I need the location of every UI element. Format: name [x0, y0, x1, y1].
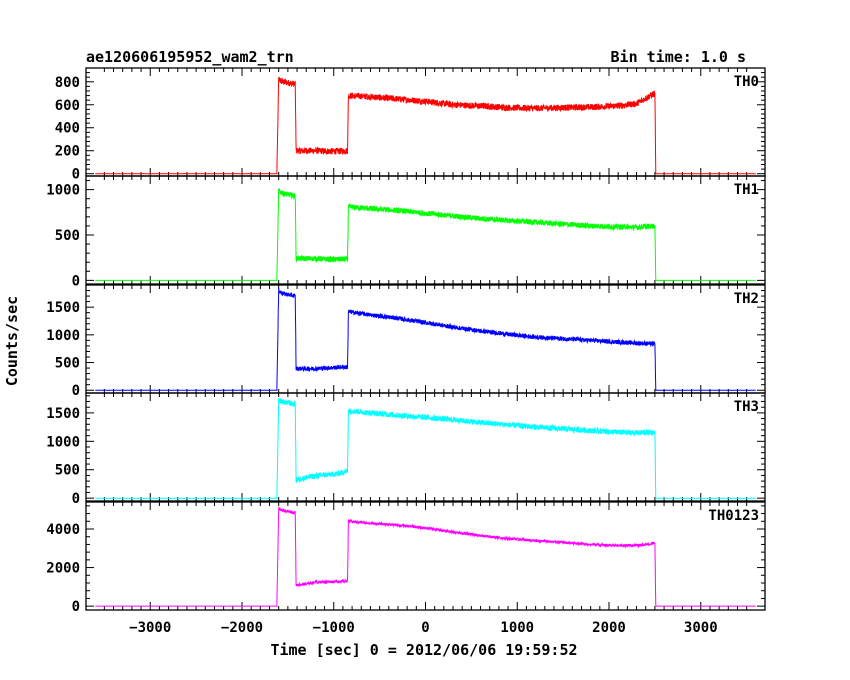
panel-name-label: TH2 — [734, 291, 759, 307]
panel-th1: 0 500 1000 TH1 — [46, 175, 766, 289]
x-tick-label: 0 — [421, 620, 429, 636]
y-tick-label: 600 — [55, 98, 80, 114]
panel-name-label: TH0 — [734, 74, 759, 90]
y-tick-label: 1000 — [46, 434, 80, 450]
x-tick-label: −3000 — [129, 620, 171, 636]
panel-th0: 0 200 400 600 800 TH0 — [55, 67, 766, 183]
x-tick-label: −2000 — [221, 620, 263, 636]
panel-th0123: 0 2000 4000 TH0123 −3000 −2000 −1000 0 1000 2000 3… — [46, 501, 766, 636]
y-tick-label: 1000 — [46, 183, 80, 199]
panel-th3: 0 500 1000 1500 TH3 — [46, 392, 766, 507]
y-tick-label: 1500 — [46, 406, 80, 422]
panel-name-label: TH0123 — [708, 508, 759, 524]
y-tick-label: 4000 — [46, 522, 80, 538]
series-line-th1 — [95, 188, 756, 281]
y-axis-label: Counts/sec — [3, 296, 21, 386]
x-axis-label: Time [sec] 0 = 2012/06/06 19:59:52 — [270, 641, 577, 659]
x-tick-label: 2000 — [592, 620, 626, 636]
x-tick-label: −1000 — [313, 620, 355, 636]
y-tick-label: 400 — [55, 121, 80, 137]
y-tick-label: 800 — [55, 75, 80, 91]
y-tick-label: 0 — [72, 167, 80, 183]
chart-title-left: ae120606195952_wam2_trn — [86, 48, 294, 66]
y-tick-label: 0 — [72, 383, 80, 399]
panel-frame — [85, 501, 766, 611]
y-tick-label: 1000 — [46, 328, 80, 344]
y-tick-label: 1500 — [46, 300, 80, 316]
series-line-th0123 — [95, 506, 756, 607]
x-tick-label: 1000 — [500, 620, 534, 636]
panel-name-label: TH3 — [734, 399, 759, 415]
panels-group: 0 200 400 600 800 TH0 0 500 1000 TH1 0 500 1000 1500 T… — [46, 67, 766, 636]
panel-frame — [85, 175, 766, 285]
y-tick-label: 200 — [55, 144, 80, 160]
series-line-th0 — [95, 76, 756, 175]
panel-name-label: TH1 — [734, 182, 759, 198]
series-line-th3 — [95, 397, 756, 499]
series-line-th2 — [95, 288, 756, 391]
y-tick-label: 500 — [55, 228, 80, 244]
panel-th2: 0 500 1000 1500 TH2 — [46, 284, 766, 399]
y-tick-label: 2000 — [46, 561, 80, 577]
panel-frame — [85, 284, 766, 394]
y-tick-label: 500 — [55, 356, 80, 372]
y-tick-label: 0 — [72, 491, 80, 507]
y-tick-label: 500 — [55, 463, 80, 479]
panel-frame — [85, 67, 766, 177]
y-tick-label: 0 — [72, 599, 80, 615]
y-tick-label: 0 — [72, 273, 80, 289]
x-tick-label: 3000 — [684, 620, 718, 636]
chart-title-right: Bin time: 1.0 s — [611, 48, 746, 66]
panel-frame — [85, 392, 766, 502]
